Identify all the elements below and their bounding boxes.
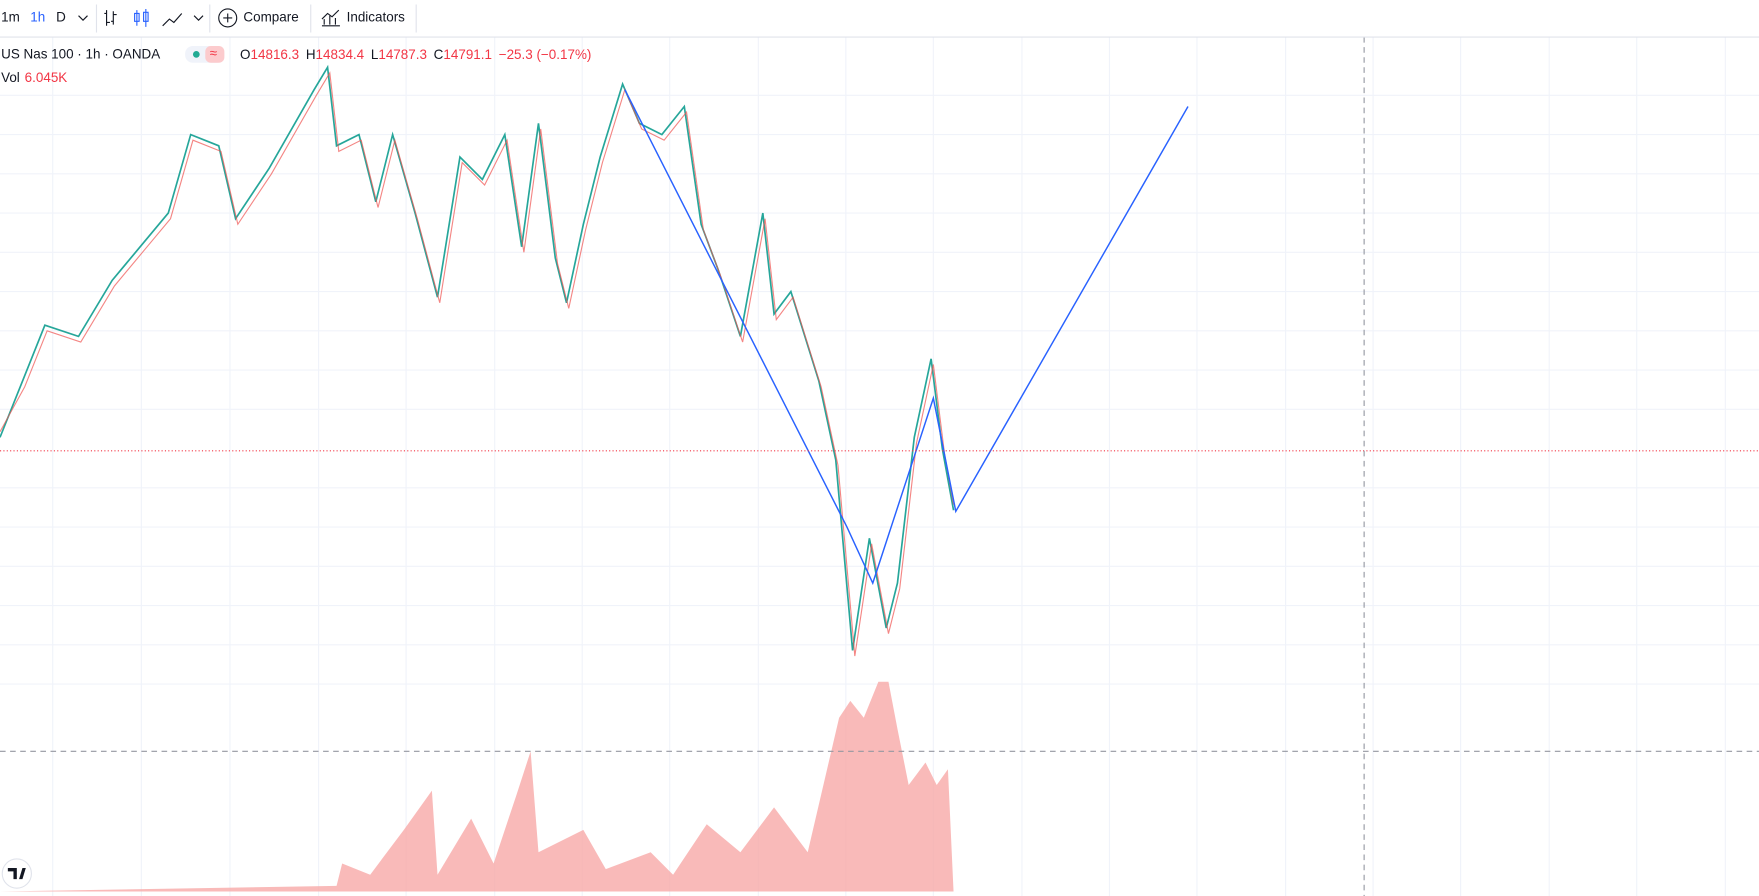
price-trace-red xyxy=(0,71,955,657)
high-value: 14834.4 xyxy=(316,46,365,61)
high-label: H xyxy=(306,46,316,61)
dropdown-icon[interactable] xyxy=(78,15,88,21)
ohlc-legend: O14816.3 H14834.4 L14787.3 C14791.1 −25.3 (−… xyxy=(240,46,591,61)
indicators-button[interactable]: Indicators xyxy=(347,9,406,24)
compare-icon[interactable] xyxy=(218,8,238,28)
close-label: C xyxy=(434,46,444,61)
bar-style-icon[interactable] xyxy=(104,10,117,26)
symbol-title[interactable]: US Nas 100 · 1h · OANDA xyxy=(1,46,160,61)
grid xyxy=(0,37,1759,896)
indicators-icon[interactable] xyxy=(321,9,340,27)
open-label: O xyxy=(240,46,250,61)
logo-badge[interactable] xyxy=(1,858,32,889)
volume-value: 6.045K xyxy=(25,70,68,85)
volume-label: Vol xyxy=(1,70,20,85)
compare-button[interactable]: Compare xyxy=(243,9,298,24)
logo[interactable] xyxy=(7,867,26,880)
chart-style-icon[interactable] xyxy=(162,13,183,27)
interval-button[interactable]: 1m xyxy=(1,9,20,24)
compare-icon-plus[interactable] xyxy=(223,13,233,23)
drawn-pattern-line xyxy=(624,89,1189,586)
change-value: −25.3 (−0.17%) xyxy=(499,46,592,61)
market-open-dot xyxy=(192,51,200,58)
close-value: 14791.1 xyxy=(443,46,492,61)
interval-button[interactable]: D xyxy=(56,9,66,24)
open-value: 14816.3 xyxy=(251,46,300,61)
candle-style-icon[interactable] xyxy=(134,8,149,27)
low-value: 14787.3 xyxy=(378,46,427,61)
interval-button[interactable]: 1h xyxy=(30,9,45,24)
dropdown-icon[interactable] xyxy=(193,15,204,21)
delayed-icon: ≈ xyxy=(210,45,217,60)
toolbar xyxy=(0,0,1759,38)
low-label: L xyxy=(371,46,379,61)
price-trace xyxy=(0,64,955,651)
delayed-badge xyxy=(205,45,225,63)
volume-area xyxy=(0,681,954,892)
